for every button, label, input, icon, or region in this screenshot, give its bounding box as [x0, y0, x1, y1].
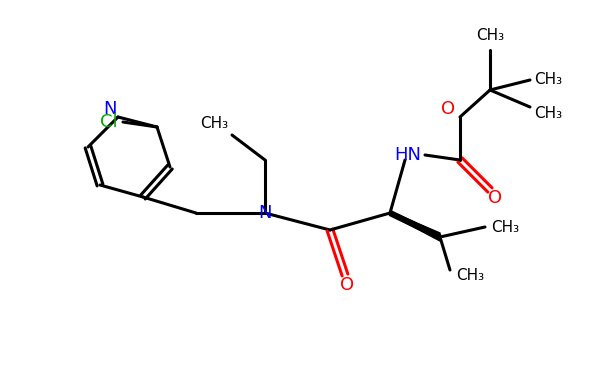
Text: CH₃: CH₃: [456, 267, 484, 282]
Text: N: N: [103, 100, 117, 118]
Text: Cl: Cl: [100, 113, 118, 131]
Text: O: O: [441, 100, 455, 118]
Text: CH₃: CH₃: [476, 27, 504, 42]
Text: CH₃: CH₃: [534, 105, 562, 120]
Text: N: N: [258, 204, 272, 222]
Text: CH₃: CH₃: [491, 219, 519, 234]
Text: CH₃: CH₃: [200, 116, 228, 130]
Text: HN: HN: [394, 146, 422, 164]
Text: CH₃: CH₃: [534, 72, 562, 87]
Text: O: O: [488, 189, 502, 207]
Polygon shape: [390, 211, 440, 241]
Text: O: O: [340, 276, 354, 294]
